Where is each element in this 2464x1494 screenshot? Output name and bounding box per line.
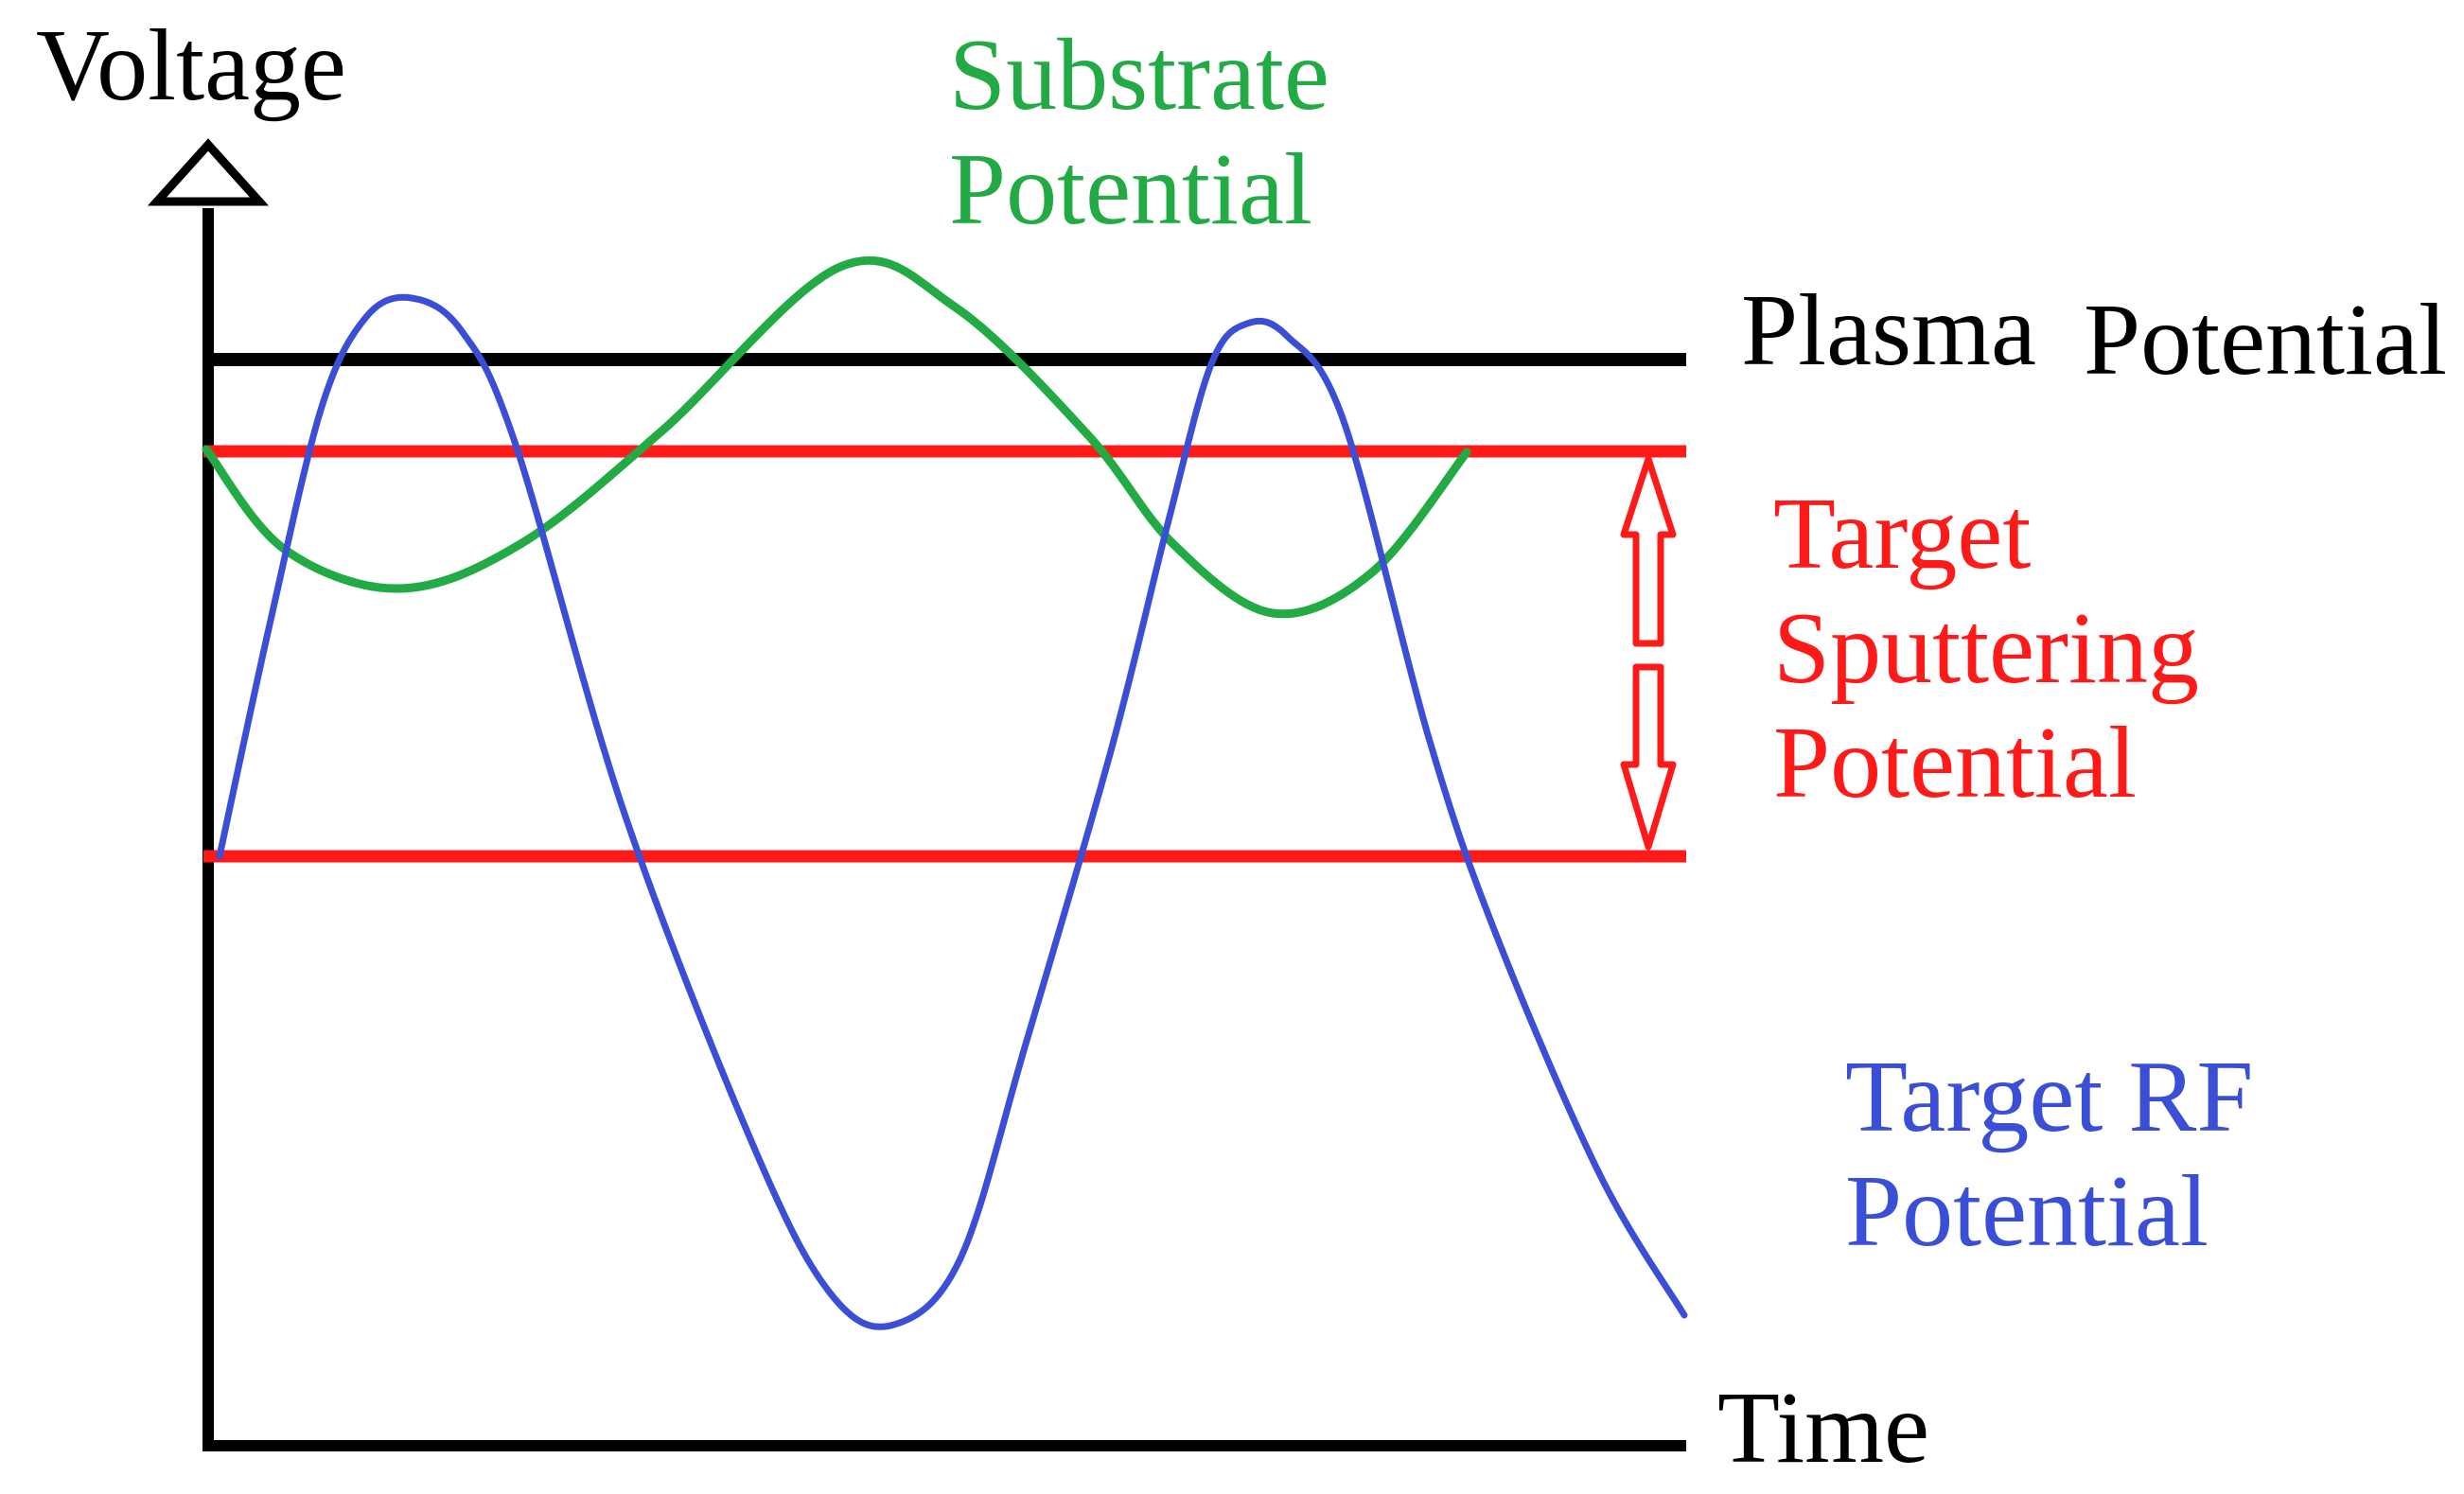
rf-label-line2: Potential: [1845, 1154, 2209, 1268]
plasma-potential-label-word2: Potential: [2084, 284, 2447, 396]
substrate-label-line1: Substrate: [949, 19, 1329, 132]
target-sputtering-potential-label: Target Sputtering Potential: [1773, 478, 2199, 821]
sputtering-double-arrow-up: [1620, 455, 1677, 647]
sputtering-label-line3: Potential: [1773, 706, 2137, 819]
y-axis-arrowhead: [147, 138, 270, 206]
sputtering-double-arrow-down: [1620, 663, 1677, 851]
sputtering-label-line2: Sputtering: [1773, 591, 2199, 705]
plasma-potential-label-word1: Plasma: [1741, 274, 2036, 387]
substrate-potential-label: Substrate Potential: [949, 19, 1329, 248]
substrate-potential-wave: [202, 255, 1471, 619]
y-axis-label: Voltage: [36, 9, 346, 122]
target-rf-potential-label: Target RF Potential: [1845, 1041, 2253, 1270]
substrate-label-line2: Potential: [949, 132, 1312, 246]
rf-label-line1: Target RF: [1845, 1041, 2254, 1153]
sputtering-label-line1: Target: [1773, 478, 2032, 590]
x-axis-label: Time: [1717, 1372, 1930, 1485]
target-rf-potential-wave: [216, 293, 1688, 1330]
